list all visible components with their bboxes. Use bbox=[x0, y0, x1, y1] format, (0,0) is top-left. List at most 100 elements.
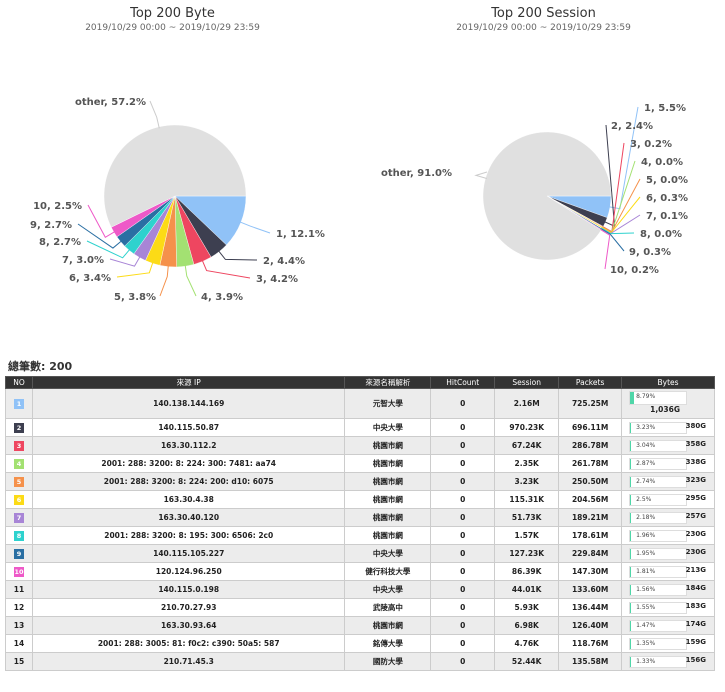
cell-hitcount: 0 bbox=[430, 472, 496, 491]
cell-source-ip[interactable]: 210.70.27.93 bbox=[31, 598, 346, 617]
cell-source-ip[interactable]: 140.115.0.198 bbox=[31, 580, 346, 599]
col-header-source-ip[interactable]: 來源 IP bbox=[31, 376, 346, 389]
pie-label-line bbox=[217, 250, 258, 261]
cell-session: 5.93K bbox=[494, 598, 560, 617]
bytes-bar-track: 3.04% bbox=[629, 440, 688, 452]
table-row[interactable]: 4 2001: 288: 3200: 8: 224: 300: 7481: aa7… bbox=[5, 454, 715, 473]
bytes-percent: 2.5% bbox=[636, 496, 652, 503]
table-row[interactable]: 11 140.115.0.198 中央大學 0 44.01K 133.60M 1.56% 18… bbox=[5, 580, 715, 599]
col-header-session[interactable]: Session bbox=[494, 376, 560, 389]
bytes-percent: 3.23% bbox=[636, 424, 656, 431]
bytes-bar-track: 2.87% bbox=[629, 458, 688, 470]
table-row[interactable]: 14 2001: 288: 3005: 81: f0c2: c390: 50a5:… bbox=[5, 634, 715, 653]
cell-source-ip[interactable]: 210.71.45.3 bbox=[31, 652, 346, 671]
bytes-percent: 3.04% bbox=[636, 442, 656, 449]
bytes-bar-track: 2.5% bbox=[629, 494, 688, 506]
bytes-bar-track: 2.18% bbox=[629, 512, 688, 524]
cell-source-name: 桃園市網 bbox=[344, 616, 432, 635]
session-pie-chart: 1, 5.5% 2, 2.4% 3, 0.2% 4, 0.0% 5, 0.0% 6, 0.… bbox=[381, 103, 688, 276]
table-row[interactable]: 12 210.70.27.93 武陵高中 0 5.93K 136.44M 1.55% 183G bbox=[5, 598, 715, 617]
table-row[interactable]: 15 210.71.45.3 國防大學 0 52.44K 135.58M 1.33% 156G bbox=[5, 652, 715, 671]
cell-source-name: 國防大學 bbox=[344, 652, 432, 671]
cell-source-ip[interactable]: 163.30.93.64 bbox=[31, 616, 346, 635]
table-row[interactable]: 6 163.30.4.38 桃園市網 0 115.31K 204.56M 2.5% 295G bbox=[5, 490, 715, 509]
bytes-bar-fill bbox=[630, 567, 632, 577]
cell-packets: 725.25M bbox=[558, 388, 623, 419]
bytes-bar-track: 1.95% bbox=[629, 548, 688, 560]
pie-label-line bbox=[239, 221, 271, 234]
bytes-value: 358G bbox=[685, 440, 706, 448]
cell-source-ip[interactable]: 2001: 288: 3200: 8: 224: 200: d10: 6075 bbox=[31, 472, 346, 491]
byte-chart-block: Top 200 Byte 2019/10/29 00:00 ~ 2019/10/… bbox=[0, 0, 345, 345]
cell-source-ip[interactable]: 163.30.40.120 bbox=[31, 508, 346, 527]
pie-slice-label: other, 57.2% bbox=[75, 97, 146, 108]
col-header-no[interactable]: NO bbox=[5, 376, 33, 389]
table-row[interactable]: 2 140.115.50.87 中央大學 0 970.23K 696.11M 3.23% 38… bbox=[5, 418, 715, 437]
rank-badge: 7 bbox=[13, 512, 24, 523]
pie-slice-label: 5, 0.0% bbox=[646, 175, 688, 186]
pie-slice[interactable] bbox=[482, 131, 612, 261]
pie-label-line bbox=[600, 227, 635, 235]
table-row[interactable]: 13 163.30.93.64 桃園市網 0 6.98K 126.40M 1.47% 174G bbox=[5, 616, 715, 635]
pie-label-line bbox=[149, 100, 160, 129]
bytes-bar-track: 1.56% bbox=[629, 584, 688, 596]
cell-source-ip[interactable]: 163.30.112.2 bbox=[31, 436, 346, 455]
col-header-bytes[interactable]: Bytes bbox=[621, 376, 715, 389]
cell-session: 970.23K bbox=[494, 418, 560, 437]
cell-source-name: 元智大學 bbox=[344, 388, 432, 419]
bytes-percent: 8.79% bbox=[636, 393, 656, 400]
bytes-bar-fill bbox=[630, 603, 632, 613]
cell-source-name: 桃園市網 bbox=[344, 454, 432, 473]
cell-source-ip[interactable]: 163.30.4.38 bbox=[31, 490, 346, 509]
table-row[interactable]: 7 163.30.40.120 桃園市網 0 51.73K 189.21M 2.18% 257… bbox=[5, 508, 715, 527]
cell-source-ip[interactable]: 140.115.105.227 bbox=[31, 544, 346, 563]
cell-session: 115.31K bbox=[494, 490, 560, 509]
cell-no: 8 bbox=[5, 526, 33, 545]
bytes-value: 230G bbox=[685, 530, 706, 538]
cell-bytes: 1.96% 230G bbox=[621, 526, 715, 545]
cell-packets: 118.76M bbox=[558, 634, 623, 653]
table-row[interactable]: 5 2001: 288: 3200: 8: 224: 200: d10: 6075… bbox=[5, 472, 715, 491]
rank-badge: 6 bbox=[13, 494, 24, 505]
table-row[interactable]: 9 140.115.105.227 中央大學 0 127.23K 229.84M 1.95%… bbox=[5, 544, 715, 563]
cell-packets: 133.60M bbox=[558, 580, 623, 599]
bytes-bar-fill bbox=[630, 495, 632, 505]
cell-packets: 696.11M bbox=[558, 418, 623, 437]
cell-source-name: 武陵高中 bbox=[344, 598, 432, 617]
cell-bytes: 3.04% 358G bbox=[621, 436, 715, 455]
cell-packets: 126.40M bbox=[558, 616, 623, 635]
col-header-packets[interactable]: Packets bbox=[558, 376, 623, 389]
col-header-source-name[interactable]: 來源名稱解析 bbox=[344, 376, 432, 389]
cell-source-ip[interactable]: 2001: 288: 3005: 81: f0c2: c390: 50a5: 5… bbox=[31, 634, 346, 653]
table-row[interactable]: 8 2001: 288: 3200: 8: 195: 300: 6506: 2c0… bbox=[5, 526, 715, 545]
cell-source-ip[interactable]: 140.138.144.169 bbox=[31, 388, 346, 419]
cell-bytes: 2.18% 257G bbox=[621, 508, 715, 527]
cell-hitcount: 0 bbox=[430, 526, 496, 545]
cell-hitcount: 0 bbox=[430, 598, 496, 617]
cell-bytes: 1.47% 174G bbox=[621, 616, 715, 635]
table-row[interactable]: 3 163.30.112.2 桃園市網 0 67.24K 286.78M 3.04% 358G bbox=[5, 436, 715, 455]
cell-session: 1.57K bbox=[494, 526, 560, 545]
table-row[interactable]: 10 120.124.96.250 健行科技大學 0 86.39K 147.30M 1.81… bbox=[5, 562, 715, 581]
rank-number: 13 bbox=[13, 621, 25, 630]
pie-label-line bbox=[184, 264, 197, 297]
bytes-percent: 1.55% bbox=[636, 604, 656, 611]
cell-source-ip[interactable]: 140.115.50.87 bbox=[31, 418, 346, 437]
col-header-hitcount[interactable]: HitCount bbox=[430, 376, 496, 389]
bytes-value: 230G bbox=[685, 548, 706, 556]
cell-source-name: 桃園市網 bbox=[344, 472, 432, 491]
cell-source-name: 桃園市網 bbox=[344, 490, 432, 509]
bytes-bar-fill bbox=[630, 585, 632, 595]
table-row[interactable]: 1 140.138.144.169 元智大學 0 2.16M 725.25M 8.79% 1,… bbox=[5, 388, 715, 419]
cell-packets: 261.78M bbox=[558, 454, 623, 473]
pie-slice-label: 3, 0.2% bbox=[630, 139, 672, 150]
cell-source-ip[interactable]: 2001: 288: 3200: 8: 195: 300: 6506: 2c0 bbox=[31, 526, 346, 545]
rank-badge: 4 bbox=[13, 458, 24, 469]
cell-source-ip[interactable]: 120.124.96.250 bbox=[31, 562, 346, 581]
bytes-bar-track: 1.35% bbox=[629, 638, 688, 650]
pie-label-line bbox=[87, 204, 116, 238]
pie-slice-label: 6, 0.3% bbox=[646, 193, 688, 204]
cell-source-ip[interactable]: 2001: 288: 3200: 8: 224: 300: 7481: aa74 bbox=[31, 454, 346, 473]
cell-packets: 189.21M bbox=[558, 508, 623, 527]
cell-packets: 136.44M bbox=[558, 598, 623, 617]
